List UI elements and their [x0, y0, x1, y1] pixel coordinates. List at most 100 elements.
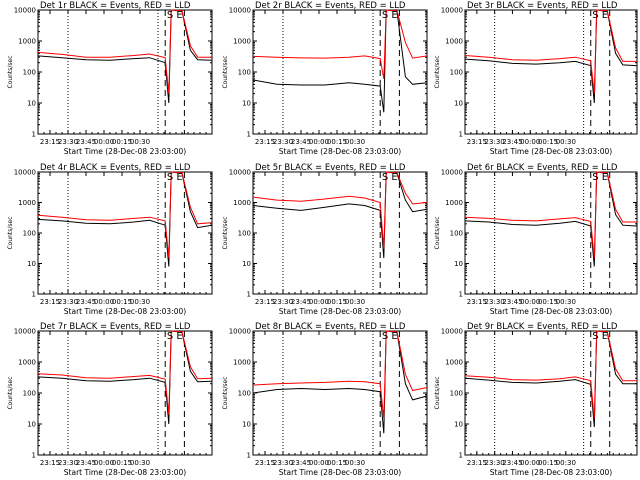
plot-frame — [252, 9, 428, 135]
y-tick-label: 10000 — [14, 328, 36, 336]
y-tick-label: 10 — [454, 260, 463, 268]
x-tick-label: 23:30 — [273, 138, 293, 146]
marker-s: S — [382, 172, 388, 183]
y-axis-label: Counts/sec — [7, 55, 14, 88]
x-tick-label: 23:30 — [58, 138, 78, 146]
panel-title: Det 7r BLACK = Events, RED = LLD — [40, 322, 191, 332]
x-tick-label: 23:45 — [76, 298, 96, 306]
x-tick-label: 00:15 — [327, 298, 347, 306]
x-tick-label: 23:30 — [485, 138, 505, 146]
x-tick-label: 23:15 — [40, 459, 60, 467]
panel-title: Det 6r BLACK = Events, RED = LLD — [467, 163, 618, 173]
marker-s: S — [592, 10, 598, 21]
y-axis-label: Counts/sec — [434, 55, 441, 88]
panel-title: Det 5r BLACK = Events, RED = LLD — [255, 163, 406, 173]
series-lld-line — [37, 9, 212, 94]
y-tick-label: 1000 — [18, 38, 36, 46]
x-tick-label: 23:30 — [485, 459, 505, 467]
series-lld-line — [37, 171, 213, 259]
y-axis-label: Counts/sec — [222, 216, 229, 249]
y-tick-label: 10 — [242, 260, 251, 268]
x-tick-label: 00:15 — [538, 298, 558, 306]
marker-s: S — [167, 331, 173, 342]
x-tick-label: 00:15 — [327, 138, 347, 146]
panel-title: Det 9r BLACK = Events, RED = LLD — [467, 322, 618, 332]
x-tick-label: 00:15 — [112, 138, 132, 146]
y-tick-label: 1 — [459, 452, 463, 460]
x-tick-label: 00:00 — [309, 459, 329, 467]
y-tick-label: 1000 — [233, 359, 251, 367]
y-axis-label: Counts/sec — [7, 376, 14, 409]
y-tick-label: 100 — [238, 390, 251, 398]
series-lld-line — [252, 9, 428, 79]
x-tick-label: 23:15 — [255, 138, 275, 146]
y-tick-label: 10 — [454, 421, 463, 429]
marker-s: S — [382, 331, 388, 342]
y-tick-label: 1000 — [233, 199, 251, 207]
x-tick-label: 00:15 — [538, 138, 558, 146]
marker-e: E — [391, 172, 397, 183]
y-axis-label: Counts/sec — [434, 216, 441, 249]
x-axis-label: Start Time (28-Dec-08 23:03:00) — [279, 468, 401, 477]
y-tick-label: 1000 — [233, 38, 251, 46]
x-tick-label: 00:30 — [556, 298, 576, 306]
x-tick-label: 00:30 — [345, 459, 365, 467]
panel-det-9: Det 9r BLACK = Events, RED = LLD 1 10 100 10… — [434, 322, 638, 477]
x-tick-label: 23:15 — [467, 298, 487, 306]
y-tick-label: 10 — [27, 100, 36, 108]
x-tick-label: 23:45 — [291, 298, 311, 306]
series-lld-line — [464, 9, 637, 94]
x-tick-label: 23:30 — [485, 298, 505, 306]
y-tick-label: 100 — [450, 230, 463, 238]
marker-e: E — [602, 172, 608, 183]
x-tick-label: 00:00 — [520, 298, 540, 306]
marker-e: E — [176, 172, 182, 183]
y-tick-label: 10000 — [229, 169, 251, 177]
x-tick-label: 23:15 — [467, 138, 487, 146]
x-tick-label: 23:15 — [40, 298, 60, 306]
y-tick-label: 1 — [247, 291, 251, 299]
x-tick-label: 23:30 — [273, 298, 293, 306]
y-tick-label: 10000 — [14, 169, 36, 177]
marker-e: E — [176, 331, 182, 342]
x-tick-label: 23:30 — [58, 459, 78, 467]
y-tick-label: 10000 — [14, 7, 36, 15]
x-tick-label: 23:15 — [40, 138, 60, 146]
y-tick-label: 10 — [27, 421, 36, 429]
y-tick-label: 1 — [247, 452, 251, 460]
marker-s: S — [592, 172, 598, 183]
y-tick-label: 10 — [242, 100, 251, 108]
marker-e: E — [391, 331, 397, 342]
y-tick-label: 1000 — [18, 199, 36, 207]
x-tick-label: 00:30 — [556, 459, 576, 467]
series-events-line — [252, 9, 428, 113]
y-tick-label: 1 — [32, 452, 36, 460]
marker-s: S — [167, 172, 173, 183]
x-tick-label: 23:45 — [502, 298, 522, 306]
x-tick-label: 00:00 — [309, 138, 329, 146]
x-tick-label: 23:45 — [502, 459, 522, 467]
series-lld-line — [252, 171, 428, 249]
y-axis-label: Counts/sec — [434, 376, 441, 409]
x-tick-label: 00:00 — [520, 459, 540, 467]
x-tick-label: 23:15 — [255, 459, 275, 467]
x-tick-label: 00:30 — [130, 459, 150, 467]
x-tick-label: 23:45 — [76, 138, 96, 146]
series-lld-line — [252, 330, 428, 419]
y-tick-label: 1000 — [18, 359, 36, 367]
x-tick-label: 00:30 — [345, 138, 365, 146]
y-axis-label: Counts/sec — [7, 216, 14, 249]
marker-s: S — [592, 331, 598, 342]
x-tick-label: 23:45 — [76, 459, 96, 467]
y-tick-label: 1 — [459, 131, 463, 139]
y-tick-label: 100 — [238, 69, 251, 77]
x-tick-label: 00:30 — [130, 298, 150, 306]
series-lld-line — [37, 330, 213, 415]
x-axis-label: Start Time (28-Dec-08 23:03:00) — [490, 307, 612, 316]
x-tick-label: 00:00 — [94, 138, 114, 146]
y-axis-label: Counts/sec — [222, 376, 229, 409]
x-tick-label: 23:30 — [273, 459, 293, 467]
x-axis-label: Start Time (28-Dec-08 23:03:00) — [64, 147, 186, 156]
x-axis-label: Start Time (28-Dec-08 23:03:00) — [279, 307, 401, 316]
